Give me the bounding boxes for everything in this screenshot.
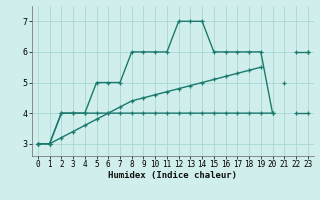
X-axis label: Humidex (Indice chaleur): Humidex (Indice chaleur) bbox=[108, 171, 237, 180]
